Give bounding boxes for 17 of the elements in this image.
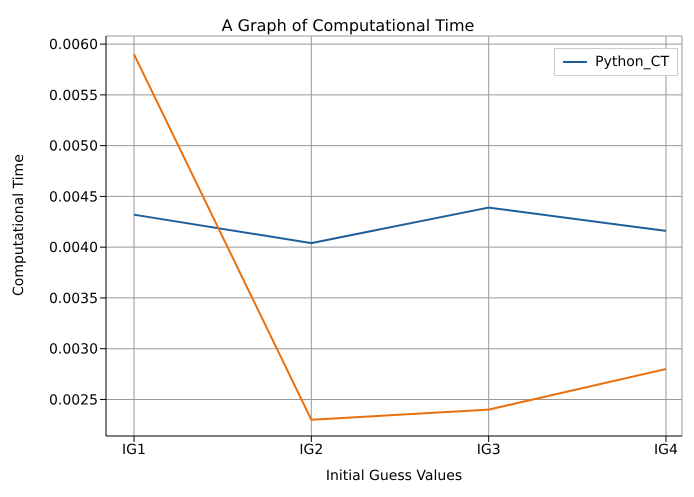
x-tick-label: IG2 bbox=[299, 442, 324, 458]
y-tick-label: 0.0040 bbox=[49, 240, 98, 256]
x-tick-label: IG4 bbox=[654, 442, 678, 458]
y-tick-label: 0.0050 bbox=[49, 138, 98, 155]
legend-label: Python_CT bbox=[595, 53, 669, 72]
x-tick-label: IG1 bbox=[122, 442, 146, 458]
y-tick-label: 0.0025 bbox=[49, 392, 98, 408]
y-tick-label: 0.0055 bbox=[49, 88, 98, 104]
chart-title: A Graph of Computational Time bbox=[220, 16, 476, 35]
x-axis-title: Initial Guess Values bbox=[326, 468, 462, 484]
y-tick-label: 0.0060 bbox=[49, 37, 98, 54]
y-axis-title: Computational Time bbox=[10, 154, 27, 296]
line-series bbox=[133, 206, 667, 244]
x-tick-label: IG3 bbox=[476, 442, 501, 458]
y-tick-label: 0.0045 bbox=[49, 189, 98, 206]
y-tick-label: 0.0030 bbox=[49, 342, 98, 358]
y-tick-label: 0.0035 bbox=[49, 290, 98, 307]
